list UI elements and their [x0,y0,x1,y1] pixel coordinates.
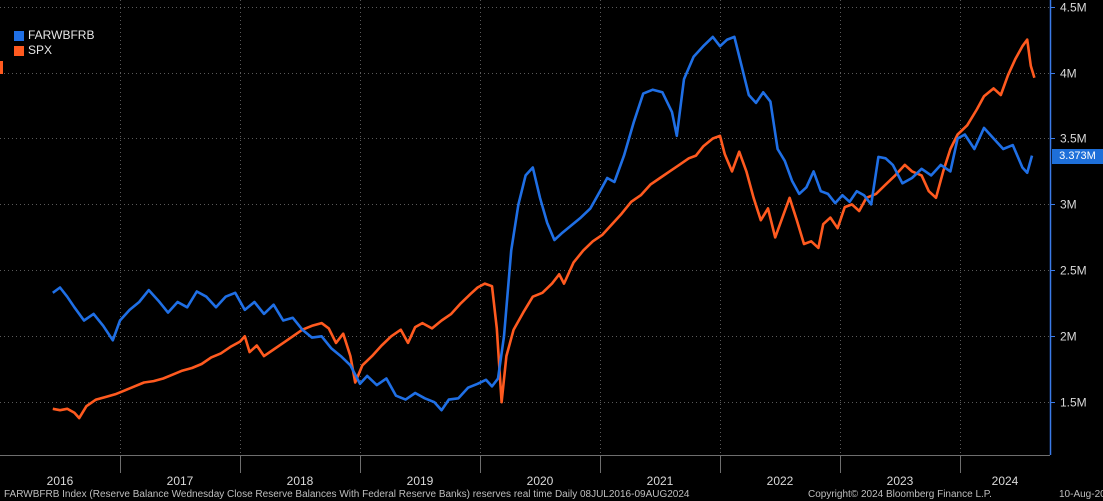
y-tick-label: 4M [1060,67,1077,81]
y-tick-label: 2M [1060,330,1077,344]
footer-copyright: Copyright© 2024 Bloomberg Finance L.P. [808,489,992,500]
footer-date: 10-Aug-2024 [1059,489,1103,500]
y-tick-label: 3.5M [1060,132,1087,146]
x-tick-label: 2016 [47,474,74,488]
y-tick-label: 2.5M [1060,264,1087,278]
x-tick-label: 2018 [287,474,314,488]
legend-label-farwbfrb: FARWBFRB [28,28,95,42]
y-tick-label: 4.5M [1060,1,1087,15]
footer-description: FARWBFRB Index (Reserve Balance Wednesda… [4,489,690,500]
legend-label-spx: SPX [28,43,53,57]
x-tick-label: 2022 [767,474,794,488]
series-line-spx [52,38,1036,420]
grid-lines [0,0,1050,455]
spx-left-marker [0,61,3,74]
legend-item-farwbfrb: FARWBFRB [14,28,94,43]
x-tick-label: 2017 [167,474,194,488]
current-value-tag: 3.373M [1052,149,1103,164]
legend: FARWBFRB SPX [14,28,94,58]
legend-swatch-farwbfrb [14,30,24,41]
x-tick-label: 2023 [887,474,914,488]
x-tick-label: 2019 [407,474,434,488]
series-layer [52,35,1036,420]
x-tick-label: 2020 [527,474,554,488]
series-line-farwbfrb [52,35,1034,412]
x-tick-label: 2021 [647,474,674,488]
y-tick-label: 1.5M [1060,396,1087,410]
y-tick-label: 3M [1060,198,1077,212]
legend-item-spx: SPX [14,43,94,58]
x-tick-label: 2024 [992,474,1019,488]
legend-swatch-spx [14,45,24,56]
footer: FARWBFRB Index (Reserve Balance Wednesda… [4,489,1103,501]
axis-layer: 4.5M 4M 3.5M 3M 2.5M 2M 1.5M 2016 2017 2018 2019 20… [0,0,1087,488]
